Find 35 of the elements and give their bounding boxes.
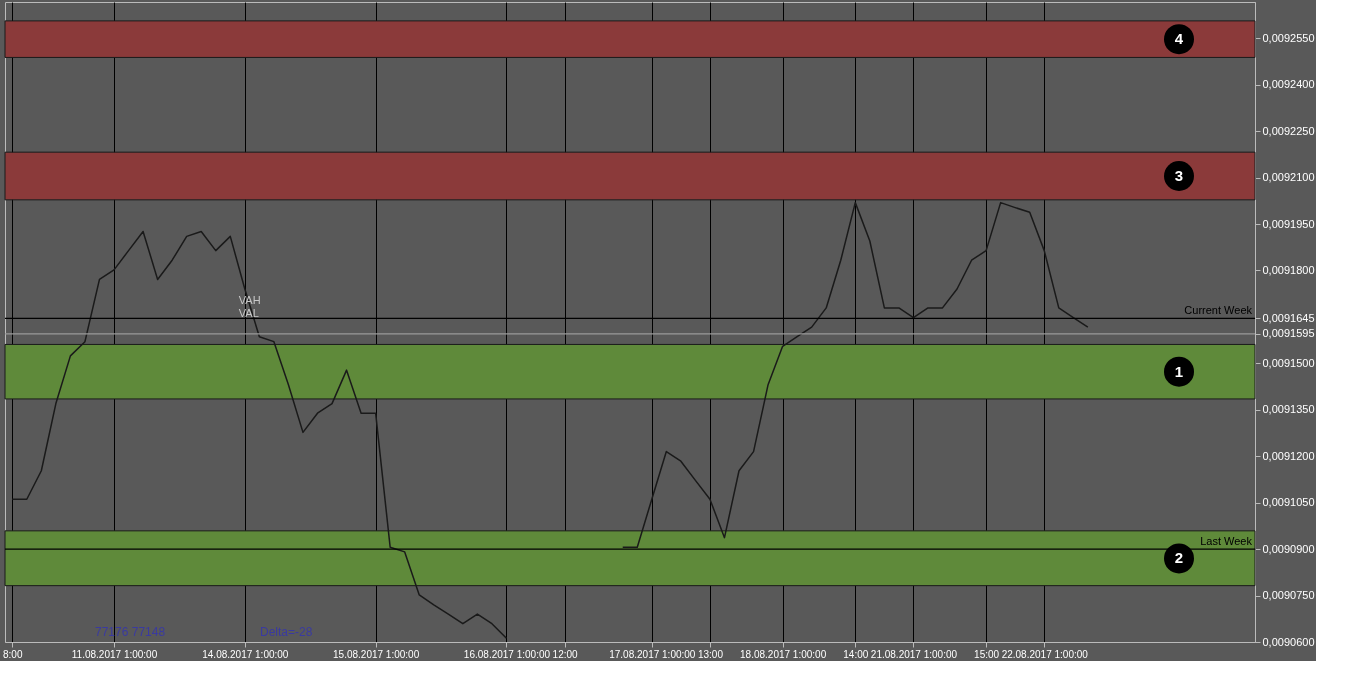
x-tick-label: 21.08.2017 1:00:00 bbox=[870, 648, 958, 660]
x-tick-label: 12:00 bbox=[552, 648, 579, 660]
y-tick-label: 0,0092250 bbox=[1262, 124, 1315, 137]
y-tick-label: 0,0090600 bbox=[1262, 635, 1315, 648]
y-tick-label: 0,0092550 bbox=[1262, 31, 1315, 44]
y-tick-label: 0,0091950 bbox=[1262, 217, 1315, 230]
annotation: 3 bbox=[1174, 167, 1184, 185]
annotation: 2 bbox=[1174, 549, 1184, 567]
x-tick-label: 22.08.2017 1:00:00 bbox=[1001, 648, 1089, 660]
x-tick-label: 14.08.2017 1:00:00 bbox=[202, 648, 289, 660]
y-tick-label: 0,0092400 bbox=[1262, 78, 1315, 91]
y-tick-label: 0,0091350 bbox=[1262, 403, 1315, 416]
ref-line-label: Last Week bbox=[1200, 535, 1253, 548]
y-tick-label: 0,0091050 bbox=[1262, 496, 1315, 509]
x-tick-label: 17.08.2017 1:00:00 bbox=[609, 648, 696, 660]
x-tick-label: 18.08.2017 1:00:00 bbox=[740, 648, 827, 660]
y-tick-label: 0,0091800 bbox=[1262, 263, 1315, 276]
x-tick-label: 8:00 bbox=[3, 648, 23, 660]
y-tick-label: 0,0091500 bbox=[1262, 356, 1315, 369]
y-tick-label: 0,0091200 bbox=[1262, 449, 1315, 462]
x-tick-label: 16.08.2017 1:00:00 bbox=[463, 648, 551, 660]
x-tick-label: 11.08.2017 1:00:00 bbox=[71, 648, 158, 660]
y-tick-label: 0,0091595 bbox=[1262, 327, 1315, 340]
x-tick-label: 15.08.2017 1:00:00 bbox=[333, 648, 420, 660]
y-tick-label: 0,0090750 bbox=[1262, 589, 1315, 602]
annotation: 1 bbox=[1174, 362, 1184, 380]
x-tick-label: 14:00 bbox=[843, 648, 869, 660]
y-tick-label: 0,0092100 bbox=[1262, 171, 1315, 184]
x-tick-label: 15:00 bbox=[974, 648, 1000, 660]
x-tick-label: 13:00 bbox=[697, 648, 724, 660]
annotation: Delta=-28 bbox=[260, 625, 313, 639]
y-tick-label: 0,0090900 bbox=[1262, 542, 1315, 555]
annotation: 4 bbox=[1174, 30, 1184, 48]
y-tick-label: 0,0091645 bbox=[1262, 311, 1315, 324]
ref-line-label: Current Week bbox=[1184, 304, 1253, 317]
